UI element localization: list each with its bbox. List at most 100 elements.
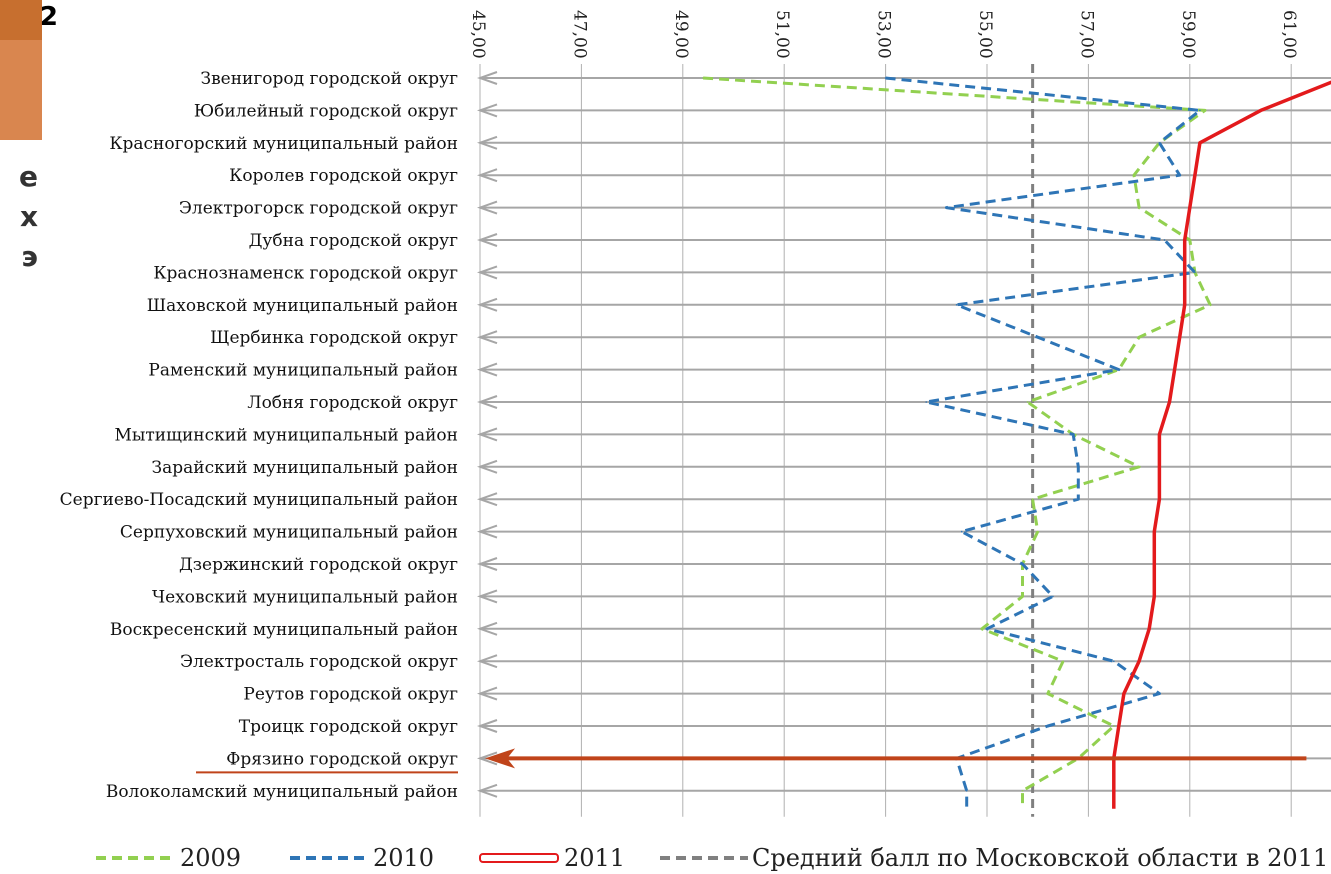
data-point-2010 <box>884 77 887 79</box>
category-label: Троицк городской округ <box>239 717 458 737</box>
category-label: Чеховский муниципальный район <box>152 587 458 607</box>
category-label: Королев городской округ <box>229 166 458 186</box>
row-arrow-icon <box>476 330 498 345</box>
tick-label: 51,00 <box>772 10 792 59</box>
row-arrow-icon <box>476 265 498 280</box>
data-point-2010 <box>1158 142 1161 144</box>
data-point-2011 <box>1260 109 1262 112</box>
data-point-2009 <box>981 628 983 630</box>
category-label: Дзержинский городской округ <box>179 555 458 575</box>
data-point-2010 <box>1021 563 1024 565</box>
data-point-2011 <box>1153 530 1156 533</box>
data-point-2011 <box>1113 790 1115 792</box>
data-point-2010 <box>1194 271 1196 274</box>
data-point-2011 <box>1183 271 1186 274</box>
cropped-side-text-3-label: э <box>21 240 38 273</box>
row-arrow-icon <box>476 654 498 669</box>
data-point-2011 <box>1118 725 1120 727</box>
legend-label: Средний балл по Московской области в 201… <box>752 844 1331 872</box>
data-point-2011 <box>1153 595 1156 598</box>
orange-corner <box>0 0 42 40</box>
data-point-2011 <box>1183 239 1186 241</box>
data-point-2011 <box>1194 174 1196 176</box>
row-arrow-icon <box>476 524 498 539</box>
category-label: Сергиево-Посадский муниципальный район <box>60 490 458 510</box>
category-label: Электрогорск городской округ <box>179 199 458 219</box>
highlight-arrow-head-icon <box>485 748 516 769</box>
row-arrow-icon <box>476 686 498 701</box>
row-arrow-icon <box>476 103 498 118</box>
data-point-2009 <box>1133 174 1135 176</box>
data-point-2009 <box>1138 336 1140 339</box>
data-point-2011 <box>1158 498 1161 501</box>
tick-label: 61,00 <box>1279 10 1299 59</box>
data-point-2010 <box>1036 336 1039 339</box>
category-label: Реутов городской округ <box>243 685 458 705</box>
cropped-side-text-3: э <box>0 240 40 280</box>
row-arrow-icon <box>476 719 498 733</box>
data-point-2009 <box>1138 466 1140 468</box>
data-point-2009 <box>1026 401 1029 403</box>
cropped-side-text-2: х <box>0 200 40 240</box>
category-label: Щербинка городской округ <box>210 328 458 348</box>
data-point-2009 <box>1209 304 1211 306</box>
row-arrow-icon <box>476 492 498 507</box>
data-point-2009 <box>1204 109 1206 112</box>
data-point-2010 <box>925 401 927 403</box>
data-point-2009 <box>1036 530 1039 533</box>
data-point-2009 <box>1021 595 1024 598</box>
category-label: Дубна городской округ <box>249 231 459 251</box>
data-point-2011 <box>1123 692 1125 695</box>
data-point-2010 <box>965 790 968 792</box>
data-point-2010 <box>1118 368 1120 371</box>
data-point-2010 <box>955 304 958 306</box>
orange-decoration-box <box>0 0 42 140</box>
category-label: Волоколамский муниципальный район <box>106 782 458 802</box>
row-arrow-icon <box>476 459 498 474</box>
data-point-2009 <box>1031 498 1034 501</box>
cropped-heading-fragment: 2 <box>0 0 60 60</box>
data-point-2009 <box>1021 790 1024 792</box>
series-line-2011 <box>1112 80 1331 809</box>
data-point-2010 <box>1158 692 1161 695</box>
category-label: Мытищинский муниципальный район <box>114 425 458 445</box>
tick-label: 55,00 <box>975 10 995 59</box>
row-arrow-icon <box>476 200 498 215</box>
data-point-2011 <box>1199 142 1201 144</box>
category-label: Серпуховский муниципальный район <box>120 523 458 543</box>
data-point-2010 <box>1052 595 1054 598</box>
legend-label: 2009 <box>180 844 241 872</box>
category-label: Лобня городской округ <box>247 393 458 413</box>
data-point-2011 <box>1183 304 1186 306</box>
data-point-2010 <box>1113 660 1115 662</box>
row-arrow-icon <box>476 135 498 150</box>
data-point-2011 <box>1168 401 1171 403</box>
data-point-2009 <box>702 77 704 79</box>
data-point-2009 <box>1189 239 1191 241</box>
legend-label: 2011 <box>564 844 625 872</box>
category-label: Фрязино городской округ <box>226 749 458 769</box>
cropped-side-text-1-label: е <box>19 160 38 193</box>
series-line-2010 <box>885 76 1202 809</box>
data-point-2009 <box>1047 692 1049 695</box>
data-point-2011 <box>1148 628 1150 630</box>
data-point-2010 <box>1072 433 1074 436</box>
data-point-2010 <box>1178 174 1181 176</box>
category-label: Звенигород городской округ <box>200 69 458 89</box>
data-point-2010 <box>1199 109 1201 112</box>
category-label: Воскресенский муниципальный район <box>110 620 458 640</box>
tick-label: 47,00 <box>569 10 589 59</box>
category-label: Юбилейный городской округ <box>194 101 458 121</box>
tick-label: 53,00 <box>874 10 894 59</box>
category-label: Электросталь городской округ <box>180 652 458 672</box>
row-arrow-icon <box>476 621 498 636</box>
legend-label: 2010 <box>373 844 434 872</box>
row-arrow-icon <box>476 395 498 409</box>
category-label: Красногорский муниципальный район <box>109 134 458 154</box>
data-point-2010 <box>986 628 988 630</box>
legend-swatch-2011 <box>479 853 559 863</box>
data-point-2011 <box>1173 368 1176 371</box>
cropped-side-text-2-label: х <box>19 200 38 233</box>
data-point-2011 <box>1158 466 1161 468</box>
